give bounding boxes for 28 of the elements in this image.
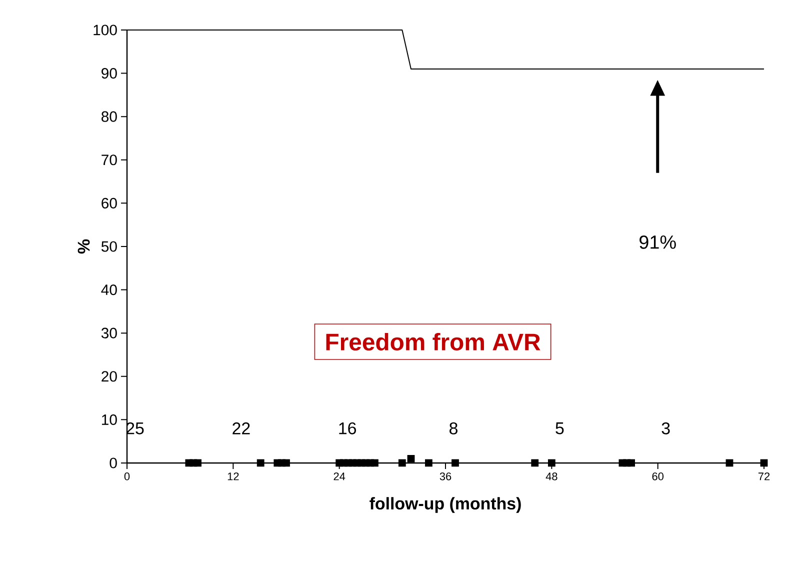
annotation: 25 (126, 422, 144, 434)
x-tick-label: 60 (652, 472, 664, 480)
annotation: 16 (339, 422, 356, 434)
x-tick-label: 12 (228, 472, 239, 480)
x-axis-title: follow-up (months) (370, 497, 521, 513)
y-tick-label: 40 (101, 284, 117, 296)
annotation: Freedom from AVR (326, 332, 540, 351)
annotation: 22 (232, 422, 250, 434)
y-tick-label: 100 (94, 24, 117, 36)
x-tick-label: 48 (546, 472, 558, 480)
y-tick-label: 60 (102, 198, 117, 208)
annotation: 91% (640, 235, 676, 249)
annotation: 8 (450, 422, 458, 434)
x-tick-label: 72 (758, 472, 770, 480)
annotation: 3 (662, 422, 670, 434)
y-tick-label: 0 (110, 458, 117, 468)
x-tick-label: 24 (334, 472, 346, 480)
y-tick-label: 30 (101, 328, 117, 338)
y-tick-label: 50 (101, 241, 117, 252)
y-tick-label: 20 (102, 371, 117, 382)
y-tick-label: 90 (102, 68, 117, 79)
y-tick-label: 70 (102, 154, 117, 166)
annotation: 5 (556, 422, 564, 434)
x-tick-label: 36 (440, 472, 452, 480)
y-tick-label: 80 (102, 111, 117, 122)
y-tick-label: 10 (102, 414, 117, 425)
y-axis-title: % (78, 239, 90, 254)
x-tick-label: 0 (124, 472, 130, 480)
